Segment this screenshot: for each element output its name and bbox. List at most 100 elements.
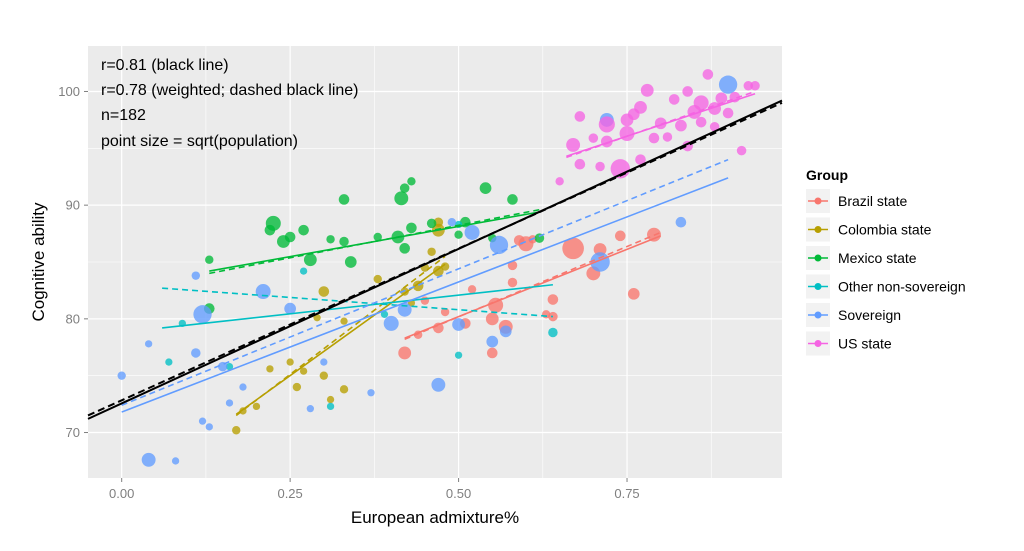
annotations: r=0.81 (black line) r=0.78 (weighted; da…: [101, 57, 359, 150]
data-point: [252, 402, 261, 411]
data-point: [255, 284, 271, 300]
data-point: [266, 365, 274, 373]
data-point: [117, 371, 126, 380]
data-point: [284, 231, 296, 243]
data-point: [702, 69, 714, 80]
data-point: [420, 296, 430, 305]
data-point: [736, 145, 747, 156]
y-tick-label: 80: [66, 311, 80, 326]
legend-key-point: [814, 197, 822, 205]
data-point: [593, 243, 607, 256]
data-point: [284, 302, 296, 315]
data-point: [326, 235, 335, 244]
data-point: [635, 154, 646, 165]
data-point: [486, 335, 499, 348]
data-point: [191, 348, 201, 358]
data-point: [675, 119, 687, 132]
data-point: [614, 230, 626, 242]
data-point: [407, 177, 416, 186]
data-point: [595, 161, 605, 172]
data-point: [486, 347, 498, 359]
data-point: [406, 222, 417, 234]
data-point: [299, 367, 308, 375]
legend-key-point: [814, 340, 822, 347]
data-point: [743, 81, 754, 91]
data-point: [675, 216, 687, 228]
data-point: [452, 318, 465, 331]
data-point: [144, 340, 153, 348]
y-tick-label: 70: [66, 425, 80, 440]
data-point: [339, 236, 349, 247]
data-point: [399, 183, 410, 193]
data-point: [383, 315, 399, 331]
data-point: [485, 312, 499, 326]
group-fit-line-weighted: [209, 208, 540, 275]
data-point: [598, 116, 615, 133]
data-point: [205, 255, 214, 264]
data-point: [400, 287, 409, 296]
data-point: [588, 133, 599, 143]
data-point: [399, 243, 410, 254]
legend-title: Group: [806, 167, 848, 183]
legend-key-point: [814, 283, 822, 290]
data-point: [298, 224, 309, 236]
annotation-n: n=182: [101, 107, 146, 124]
data-point: [555, 177, 564, 186]
data-point: [165, 358, 173, 366]
data-point: [464, 224, 480, 240]
legend-key-point: [814, 226, 822, 233]
data-point: [718, 75, 738, 94]
data-point: [398, 346, 412, 360]
data-point: [562, 237, 584, 260]
group-fit-line-weighted: [566, 90, 756, 159]
data-point: [338, 194, 350, 205]
data-point: [574, 111, 586, 122]
legend-label: US state: [838, 336, 892, 352]
y-tick-label: 90: [66, 198, 80, 213]
data-point: [467, 285, 477, 294]
data-point: [454, 230, 463, 239]
data-point: [433, 265, 444, 277]
data-point: [373, 274, 382, 284]
group-fit-line-weighted: [404, 231, 662, 341]
x-axis-title: European admixture%: [351, 508, 519, 527]
data-point: [292, 382, 302, 392]
data-point: [440, 307, 450, 317]
data-point: [320, 358, 328, 366]
y-tick-label: 100: [58, 84, 80, 99]
group-fit-line: [209, 211, 540, 272]
data-point: [313, 314, 321, 322]
data-point: [634, 100, 647, 114]
data-point: [447, 218, 457, 227]
data-point: [303, 253, 317, 267]
data-point: [427, 247, 436, 256]
data-point: [507, 194, 518, 205]
regression-lines: [87, 90, 783, 420]
data-point: [750, 81, 760, 91]
data-point: [205, 423, 213, 431]
data-point: [454, 351, 463, 359]
data-point: [232, 426, 241, 435]
data-point: [507, 277, 518, 288]
data-point: [479, 182, 492, 194]
data-point: [198, 417, 207, 425]
data-point: [326, 402, 335, 411]
data-point: [499, 325, 512, 338]
legend-key-point: [814, 254, 822, 262]
data-point: [566, 137, 581, 152]
data-point: [648, 132, 660, 144]
annotation-point-size: point size = sqrt(population): [101, 133, 298, 150]
annotation-r-unweighted: r=0.81 (black line): [101, 57, 229, 74]
legend-label: Other non-sovereign: [838, 279, 966, 295]
data-point: [662, 132, 673, 142]
x-tick-label: 0.25: [277, 486, 302, 501]
data-point: [426, 218, 437, 229]
overall-fit-line-weighted: [87, 101, 783, 417]
x-tick-label: 0.50: [446, 486, 471, 501]
group-fit-line-weighted: [162, 287, 553, 318]
group-fit-line-weighted: [235, 255, 446, 417]
data-point: [318, 286, 330, 297]
data-point: [715, 92, 728, 105]
legend: Group Brazil state Colombia state Mexico s…: [806, 167, 966, 356]
data-point: [627, 287, 640, 300]
